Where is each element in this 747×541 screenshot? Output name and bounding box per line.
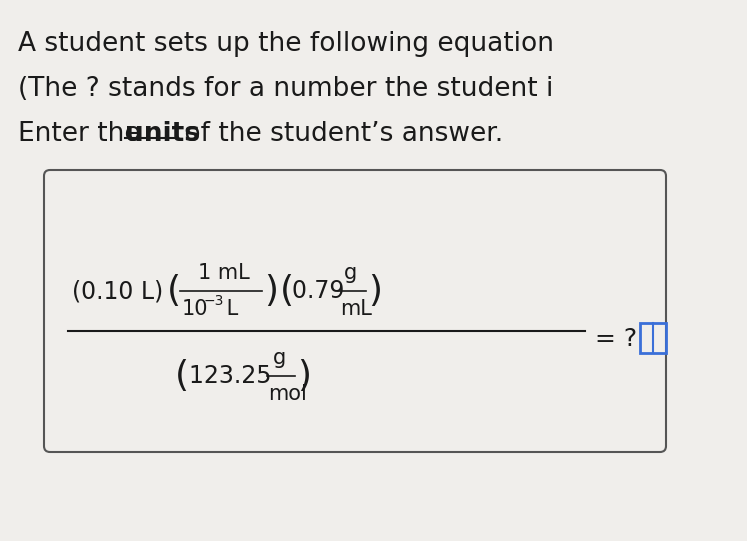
Text: g: g xyxy=(273,348,286,368)
Text: (0.10 L): (0.10 L) xyxy=(72,279,164,303)
Text: 1 mL: 1 mL xyxy=(198,263,249,283)
Text: −3: −3 xyxy=(204,294,224,308)
Text: = ?: = ? xyxy=(595,327,637,351)
Text: mL: mL xyxy=(340,299,372,319)
Text: (: ( xyxy=(175,359,189,393)
Text: ): ) xyxy=(264,274,278,308)
Text: ): ) xyxy=(297,359,311,393)
Text: A student sets up the following equation: A student sets up the following equation xyxy=(18,31,554,57)
Text: 123.25: 123.25 xyxy=(189,364,279,388)
Text: L: L xyxy=(220,299,238,319)
Text: (The ? stands for a number the student i: (The ? stands for a number the student i xyxy=(18,76,554,102)
Text: g: g xyxy=(344,263,357,283)
Text: Enter the: Enter the xyxy=(18,121,149,147)
FancyBboxPatch shape xyxy=(44,170,666,452)
Text: 10: 10 xyxy=(182,299,208,319)
Text: ): ) xyxy=(368,274,382,308)
Text: (: ( xyxy=(167,274,181,308)
Text: mol: mol xyxy=(268,384,307,404)
Text: (: ( xyxy=(280,274,294,308)
Text: units: units xyxy=(125,121,200,147)
Bar xyxy=(640,323,666,353)
Text: of the student’s answer.: of the student’s answer. xyxy=(176,121,503,147)
Text: 0.79: 0.79 xyxy=(292,279,352,303)
